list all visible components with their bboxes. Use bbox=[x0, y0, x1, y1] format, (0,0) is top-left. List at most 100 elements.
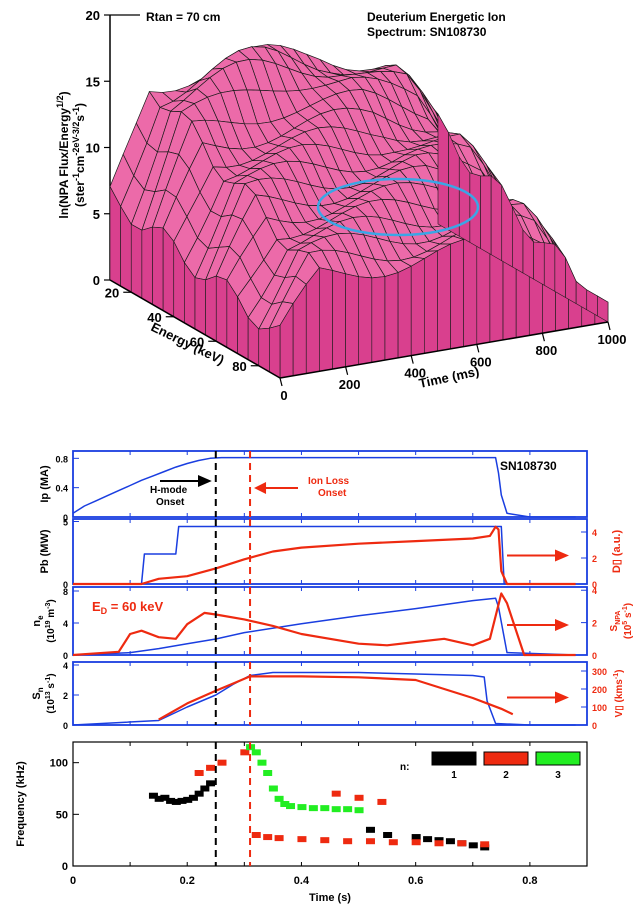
ytick-label: 8 bbox=[63, 587, 68, 597]
mode-point-3 bbox=[274, 795, 284, 802]
mode-point-3 bbox=[354, 807, 364, 814]
y2tick-label: 2 bbox=[592, 619, 597, 629]
freq-xlabel: Time (s) bbox=[309, 892, 351, 904]
ne-ylabel-sub: e bbox=[36, 615, 45, 620]
surface-front-strip bbox=[437, 243, 451, 352]
ne-y2u4: -1 bbox=[622, 606, 629, 612]
y2tick-label: 0 bbox=[592, 721, 597, 731]
zlabel2-f: ) bbox=[73, 103, 87, 107]
surface-right-strip bbox=[565, 257, 577, 305]
hmode-label-1: H-mode bbox=[150, 485, 188, 496]
ttick-label: 600 bbox=[470, 354, 492, 369]
ip-ylabel: Ip (MA) bbox=[39, 465, 51, 503]
ytick-label: 100 bbox=[50, 758, 68, 770]
mode-point-1 bbox=[200, 785, 210, 792]
sn-s: S bbox=[31, 692, 43, 699]
zlabel2-e: s bbox=[73, 115, 87, 122]
etick-label: 60 bbox=[190, 334, 204, 349]
pb-ylabel: Pb (MW) bbox=[39, 529, 51, 573]
sn-ylabel-units: (1013 s-1) bbox=[45, 673, 57, 713]
surface-front-strip bbox=[305, 266, 320, 374]
surface-front-strip bbox=[424, 250, 438, 354]
mode-point-1 bbox=[183, 796, 193, 803]
y2tick-label: 4 bbox=[592, 528, 597, 538]
ytick-label: 4 bbox=[63, 619, 68, 629]
ztick-label: 15 bbox=[86, 74, 100, 89]
surface-left-strip bbox=[269, 324, 281, 379]
mode-point-2 bbox=[480, 841, 490, 848]
ytick-label: 0.4 bbox=[55, 484, 68, 494]
surface-front-strip bbox=[358, 276, 373, 365]
sn-y2label: V▯ (kms-1) bbox=[613, 670, 625, 718]
surface-right-strip bbox=[490, 175, 503, 262]
right-axis-arrowhead bbox=[555, 619, 569, 631]
ztick-label: 20 bbox=[86, 8, 100, 23]
ytick-label: 0 bbox=[63, 513, 68, 523]
surface-left-strip bbox=[194, 277, 206, 336]
legend-title: n: bbox=[400, 762, 409, 773]
mode-point-2 bbox=[343, 838, 353, 845]
y2tick-label: 100 bbox=[592, 703, 607, 713]
sn-u1: (10 bbox=[46, 699, 57, 714]
pb-y2label: D▯ (a.u.) bbox=[611, 530, 623, 574]
mode-point-2 bbox=[320, 837, 330, 844]
surface-left-strip bbox=[205, 275, 217, 342]
zlabel2-a: (ster bbox=[73, 181, 87, 207]
surface-front-strip bbox=[450, 239, 464, 350]
ttick-mark bbox=[410, 355, 414, 364]
ttick-label: 800 bbox=[536, 343, 558, 358]
freq-ylabel: Frequency (kHz) bbox=[15, 761, 27, 847]
mode-point-2 bbox=[251, 832, 261, 838]
ttick-mark bbox=[607, 321, 611, 331]
mode-point-2 bbox=[354, 794, 364, 801]
surface-left-strip bbox=[215, 275, 228, 348]
surface-right-strip bbox=[501, 185, 513, 268]
mode-point-1 bbox=[194, 790, 204, 797]
highlight-ellipse bbox=[316, 177, 480, 237]
ytick-label: 2 bbox=[63, 691, 68, 701]
energy-rest: = 60 keV bbox=[107, 599, 163, 614]
ne-u1: (10 bbox=[46, 628, 57, 643]
mode-point-2 bbox=[388, 839, 398, 846]
freq-xtick-label: 0.2 bbox=[180, 875, 195, 887]
mode-point-3 bbox=[331, 806, 341, 813]
mode-point-2 bbox=[457, 840, 467, 847]
shot-label: SN108730 bbox=[500, 459, 557, 473]
series-Vphi bbox=[158, 675, 514, 721]
mode-point-3 bbox=[257, 759, 267, 766]
ionloss-arrowhead bbox=[254, 482, 267, 494]
surface-front-strip bbox=[384, 272, 399, 361]
ztick-label: 5 bbox=[93, 207, 100, 222]
y2tick-label: 200 bbox=[592, 685, 607, 695]
series-Sn bbox=[72, 671, 576, 726]
zlabel-end: ) bbox=[57, 91, 71, 95]
mode-point-2 bbox=[331, 790, 341, 797]
legend-swatch-1 bbox=[431, 751, 477, 766]
mode-point-1 bbox=[423, 836, 433, 843]
ttick-label: 1000 bbox=[598, 332, 627, 347]
ttick-mark bbox=[279, 377, 283, 387]
legend-label-2: 2 bbox=[503, 770, 509, 781]
sn-u5: ) bbox=[46, 673, 57, 676]
mode-point-1 bbox=[166, 797, 176, 804]
sn-y2-a: V▯ (kms bbox=[614, 679, 625, 718]
surface-front-strip bbox=[345, 273, 360, 368]
mode-point-2 bbox=[411, 839, 421, 846]
sn-sub: n bbox=[36, 687, 45, 692]
mode-point-3 bbox=[251, 749, 261, 756]
ttick-label: 400 bbox=[404, 366, 426, 381]
zlabel2-sup-a: -1 bbox=[71, 173, 81, 181]
panel-freq: 100 50 0 Frequency (kHz) 0 0.2 0.4 0.6 0.8 Time (… bbox=[15, 741, 588, 904]
ne-y2label-units: (105 s-1) bbox=[622, 603, 634, 639]
legend-swatch-2 bbox=[483, 751, 529, 766]
ytick-label: 0.8 bbox=[55, 454, 68, 464]
mode-point-2 bbox=[194, 770, 204, 776]
surface-front-strip bbox=[463, 237, 478, 347]
mode-point-3 bbox=[297, 804, 307, 811]
zlabel2-c: -2eV bbox=[71, 137, 81, 156]
ytick-label: 4 bbox=[63, 661, 68, 671]
sn-y2-end: ) bbox=[614, 670, 625, 673]
mode-point-2 bbox=[217, 759, 227, 766]
panel-frame-freq bbox=[72, 741, 588, 867]
